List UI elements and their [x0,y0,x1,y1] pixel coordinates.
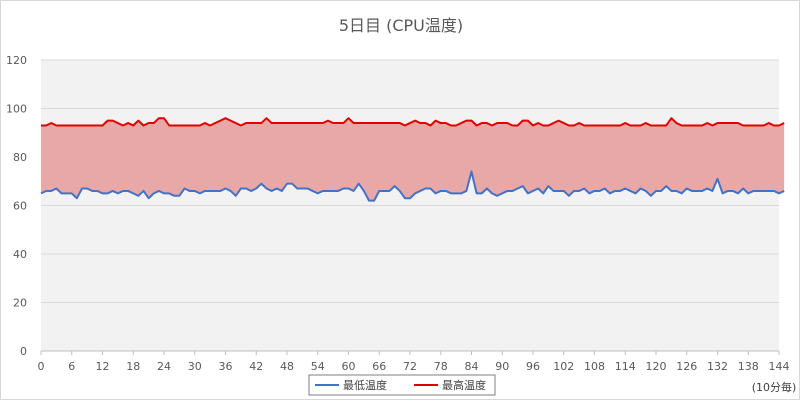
y-tick-label: 0 [20,345,27,358]
y-tick-label: 100 [6,103,27,116]
x-tick-label: 54 [311,360,325,373]
x-tick-label: 120 [646,360,667,373]
legend-label-min: 最低温度 [343,378,387,392]
legend-box [308,374,496,396]
y-tick-label: 60 [13,200,27,213]
x-tick-label: 102 [553,360,574,373]
x-tick-label: 132 [707,360,728,373]
y-tick-label: 20 [13,297,27,310]
y-tick-label: 120 [6,54,27,67]
series-line-min-temp [40,170,785,202]
x-tick-label: 12 [96,360,110,373]
x-tick-label: 36 [219,360,233,373]
y-tick-label: 80 [13,151,27,164]
x-tick-label: 144 [769,360,790,373]
x-tick-labels: 0 6 12 18 24 30 36 42 48 54 60 66 72 78 84 90 96 102 108 11… [38,351,790,373]
x-tick-label: 0 [38,360,45,373]
temperature-range-band [41,118,785,201]
x-tick-label: 114 [615,360,636,373]
y-tick-label: 40 [13,248,27,261]
x-tick-label: 60 [342,360,356,373]
x-tick-label: 138 [738,360,759,373]
series-lines [40,117,785,202]
x-tick-label: 84 [465,360,479,373]
y-tick-labels: 0 20 40 60 80 100 120 [6,54,27,358]
x-tick-label: 66 [372,360,386,373]
chart-title: 5日目 (CPU温度) [339,16,463,35]
x-tick-label: 42 [249,360,263,373]
x-interval-note: (10分毎) [752,381,797,394]
x-tick-label: 96 [526,360,540,373]
legend: 最低温度 最高温度 [308,374,496,396]
series-line-max-temp [41,117,785,127]
x-tick-label: 6 [68,360,75,373]
x-tick-label: 126 [676,360,697,373]
x-tick-label: 24 [157,360,171,373]
x-tick-label: 48 [280,360,294,373]
x-tick-label: 78 [434,360,448,373]
x-tick-label: 18 [126,360,140,373]
x-tick-label: 108 [584,360,605,373]
x-tick-label: 72 [403,360,417,373]
x-tick-label: 90 [495,360,509,373]
legend-label-max: 最高温度 [442,378,486,392]
x-tick-label: 30 [188,360,202,373]
